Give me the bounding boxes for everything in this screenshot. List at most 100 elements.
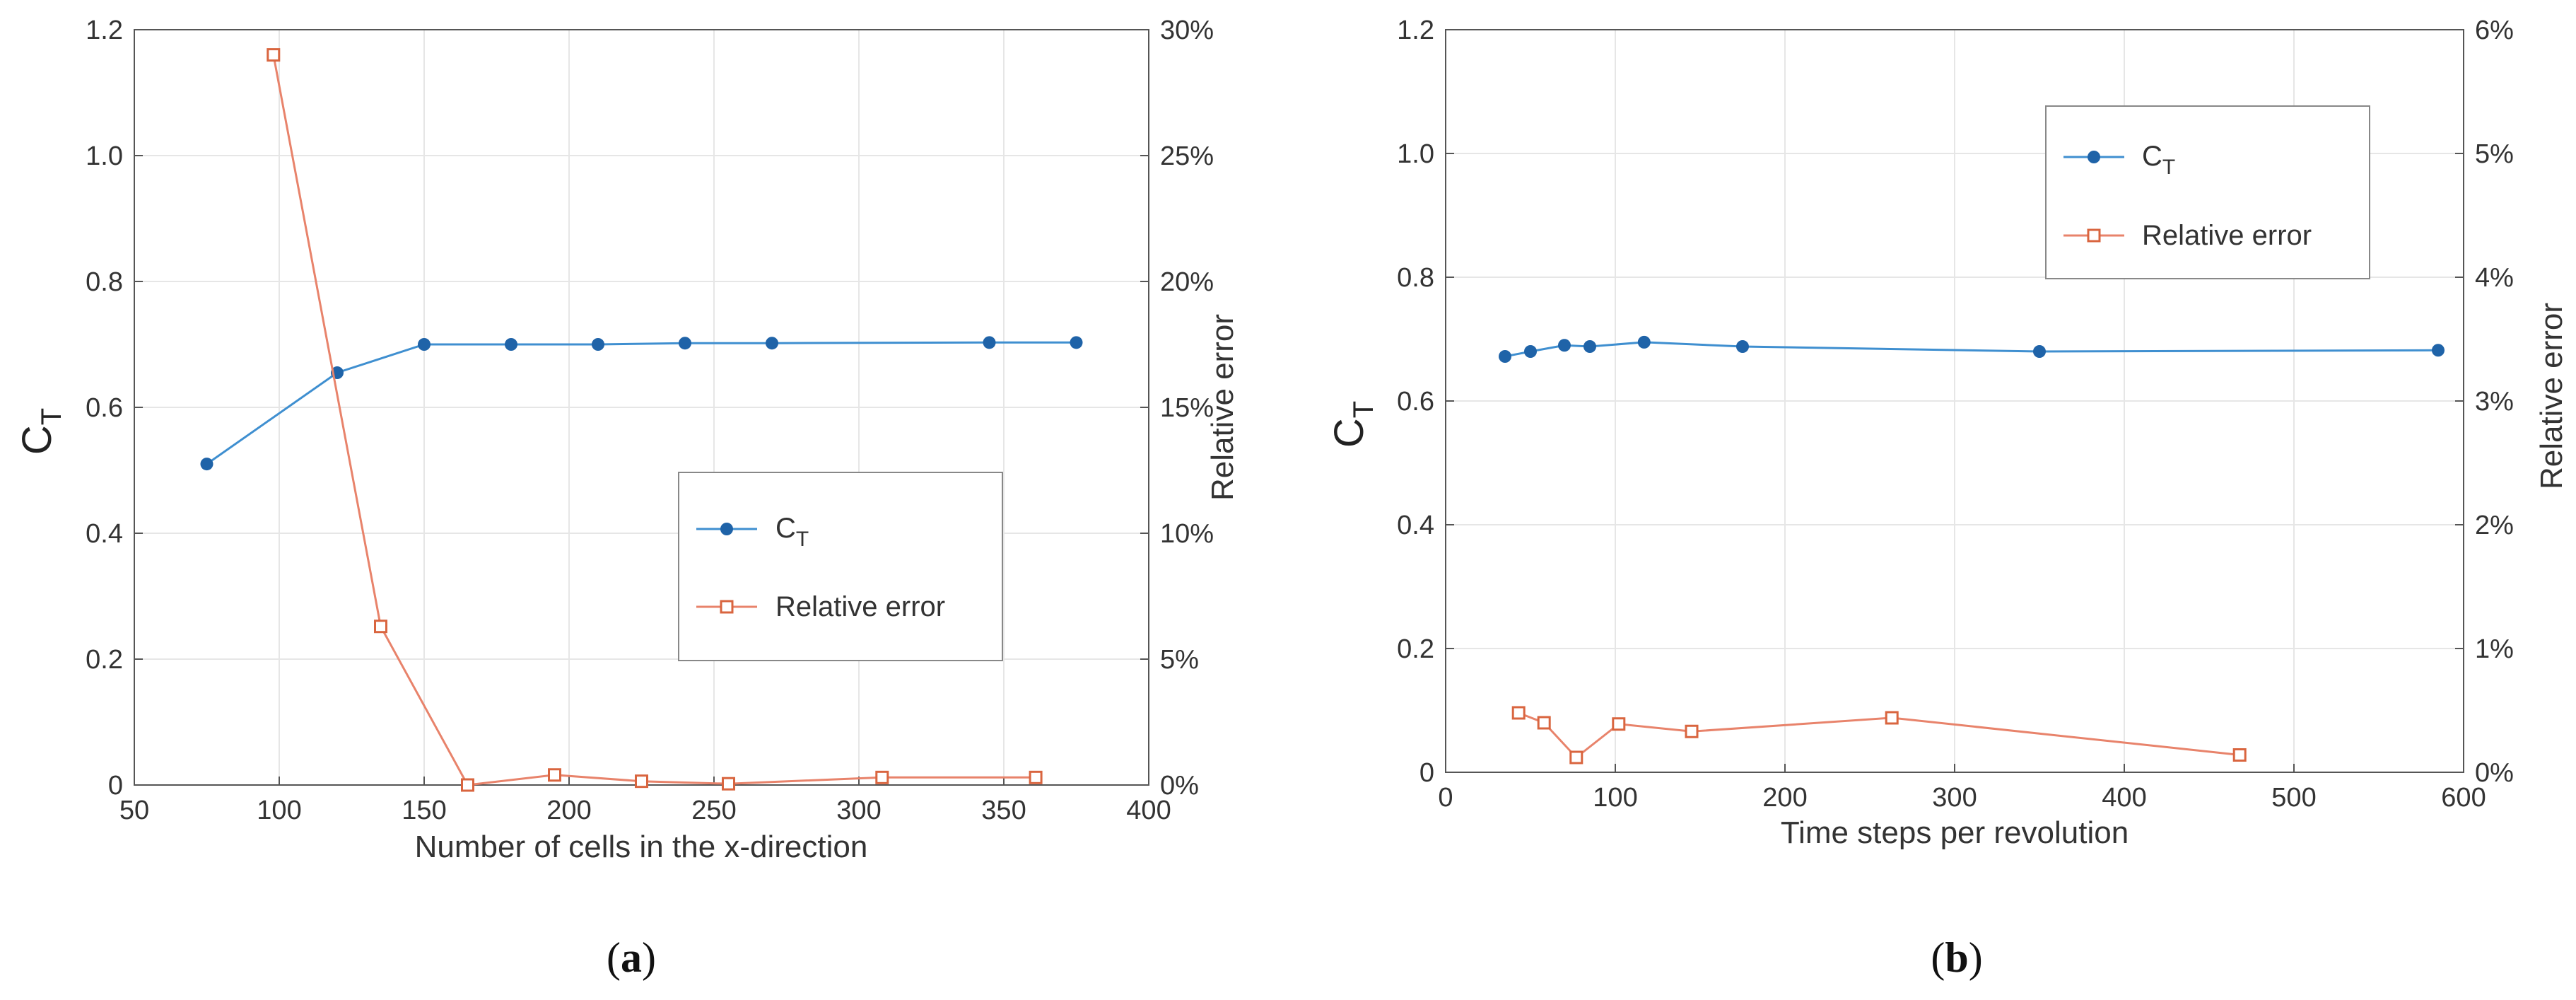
error-data-point [722,777,735,791]
ct-data-point [983,336,996,349]
y-left-tick-label: 0 [108,771,123,801]
caption-letter-a: a [621,934,642,981]
y-right-tick-label: 3% [2475,387,2514,417]
x-tick-labels-a: 50 100 150 200 250 300 350 400 [119,796,1171,825]
x-tick-label: 400 [1126,796,1171,825]
legend-ct-label-b: CT [2142,141,2175,179]
legend-ct-sub-a: T [796,528,809,551]
error-data-point [1029,770,1043,784]
x-tick-label: 200 [546,796,591,825]
caption-open-a: ( [607,934,621,981]
error-data-point [2232,748,2247,762]
legend-b: CT Relative error [2045,105,2370,279]
legend-a: CT Relative error [678,472,1003,661]
y-right-tick-label: 6% [2475,16,2514,45]
x-tick-label: 0 [1438,783,1453,813]
x-tick-label: 400 [2102,783,2146,813]
y-right-tick-label: 0% [1160,771,1199,801]
ct-data-point [200,458,213,471]
error-data-point [548,768,561,782]
y-left-tick-label: 1.0 [86,141,123,171]
x-tick-label: 300 [836,796,881,825]
legend-ct-marker-b [2088,151,2100,163]
y-left-tick-label: 0 [1419,758,1434,788]
legend-ct-main-b: C [2142,141,2162,172]
ct-data-point [505,338,517,351]
ct-data-point [679,337,691,350]
legend-err-label-b: Relative error [2142,220,2312,251]
error-data-point [635,774,648,789]
x-tick-label: 350 [981,796,1026,825]
x-tick-label: 150 [402,796,446,825]
y-right-label-text-b: Relative error [2534,303,2569,489]
ct-data-point [1583,340,1596,353]
error-series-line [272,54,1036,786]
y-left-tick-label: 1.0 [1397,139,1434,169]
y-right-axis-label-a: Relative error [1205,314,1240,501]
y-left-axis-label-b: CT [1326,401,1379,448]
y-right-tick-label: 0% [2475,758,2514,788]
y-left-label-sub-a: T [36,408,67,425]
y-right-tick-label: 1% [2475,634,2514,664]
error-data-point [267,48,281,62]
y-right-tick-labels-b: 0% 1% 2% 3% 4% 5% 6% [2475,16,2514,788]
ct-series-line [206,341,1077,465]
y-left-label-main-b: C [1326,418,1372,448]
series-layer-b [1499,335,2445,764]
legend-err-label-a: Relative error [775,591,945,622]
caption-open-b: ( [1931,934,1945,981]
y-left-label-sub-b: T [1348,401,1379,418]
x-tick-label: 250 [691,796,736,825]
y-left-tick-label: 0.8 [1397,263,1434,293]
legend-ct-marker-a [720,523,733,535]
error-series-line [1518,711,2240,760]
legend-err-marker-a [720,600,734,614]
y-left-tick-labels-b: 0 0.2 0.4 0.6 0.8 1.0 1.2 [1397,16,1434,788]
x-axis-label-b: Time steps per revolution [1781,815,2129,850]
x-axis-label-a: Number of cells in the x-direction [415,830,868,864]
y-left-label-main-a: C [14,425,60,455]
caption-letter-b: b [1945,934,1968,981]
y-right-tick-label: 5% [2475,139,2514,169]
y-left-tick-labels-a: 0 0.2 0.4 0.6 0.8 1.0 1.2 [86,16,123,801]
y-left-tick-label: 1.2 [86,16,123,45]
y-left-tick-label: 1.2 [1397,16,1434,45]
y-right-tick-labels-a: 0% 5% 10% 15% 20% 25% 30% [1160,16,1214,801]
y-right-tick-label: 25% [1160,141,1214,171]
ct-data-point [592,338,604,351]
legend-ct-main-a: C [775,513,796,544]
caption-a: (a) [607,934,656,981]
ct-data-point [766,337,778,350]
caption-close-a: ) [642,934,656,981]
y-left-tick-label: 0.4 [86,519,123,549]
y-left-tick-label: 0.2 [1397,634,1434,664]
y-left-tick-label: 0.4 [1397,511,1434,540]
y-right-tick-label: 5% [1160,645,1199,675]
y-right-label-text-a: Relative error [1205,314,1240,501]
y-right-tick-label: 2% [2475,511,2514,540]
error-data-point [1685,724,1699,738]
y-left-tick-label: 0.6 [86,393,123,423]
chart-panel-a: 50 100 150 200 250 300 350 400 0 0.2 0.4 0.6 0.8 1.0… [14,16,1240,981]
svg-text:CT: CT [14,408,67,455]
error-data-point [1537,716,1551,730]
y-right-tick-label: 20% [1160,267,1214,297]
legend-box-a [678,472,1003,661]
ct-data-point [2033,345,2046,358]
x-tick-label: 100 [1593,783,1637,813]
y-right-tick-label: 15% [1160,393,1214,423]
error-data-point [374,620,387,634]
x-tick-label: 300 [1932,783,1977,813]
y-gridlines-a [134,29,1149,786]
error-data-point [1569,750,1583,764]
error-data-point [1511,706,1526,720]
ct-data-point [1558,339,1571,352]
y-right-axis-label-b: Relative error [2534,303,2569,489]
legend-box-b [2045,105,2370,279]
y-left-tick-label: 0.6 [1397,387,1434,417]
error-data-point [875,770,889,784]
x-tick-label: 600 [2441,783,2486,813]
legend-ct-sub-b: T [2162,156,2175,179]
y-right-tick-label: 30% [1160,16,1214,45]
